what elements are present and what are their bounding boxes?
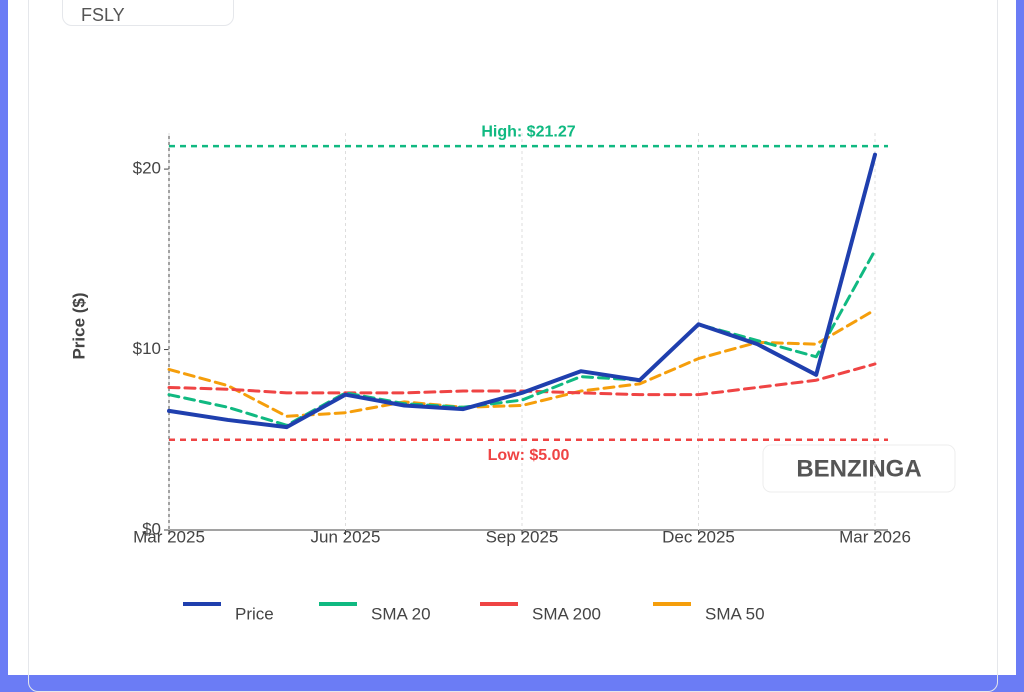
card: FSLY	[8, 0, 1016, 692]
series-line	[167, 152, 877, 430]
watermark-box	[762, 444, 956, 493]
x-tick-label: Mar 2025	[133, 527, 205, 546]
x-tick-label: Sep 2025	[486, 527, 559, 546]
page: FSLY BENZINGA Price ($) $0 $10 $20 Mar 2025…	[8, 0, 1016, 692]
x-tick-label: Mar 2026	[839, 527, 911, 546]
y-axis-title: Price ($)	[69, 292, 88, 359]
y-tick-label: $0	[142, 519, 161, 538]
x-tick-label: Jun 2025	[311, 527, 381, 546]
y-tick-label: $10	[133, 339, 161, 358]
legend-label: Price	[235, 604, 274, 623]
ticker-label: FSLY	[62, 0, 234, 26]
x-tick-label: Dec 2025	[662, 527, 735, 546]
chart: BENZINGA Price ($) $0 $10 $20 Mar 2025 Jun 2…	[69, 123, 956, 623]
reference-label: Low: $5.00	[488, 447, 570, 464]
legend-label: SMA 20	[371, 604, 431, 623]
reference-label: High: $21.27	[481, 123, 575, 140]
y-tick-label: $20	[133, 159, 161, 178]
watermark: BENZINGA	[796, 455, 921, 482]
legend-label: SMA 50	[705, 604, 765, 623]
legend-label: SMA 200	[532, 604, 601, 623]
